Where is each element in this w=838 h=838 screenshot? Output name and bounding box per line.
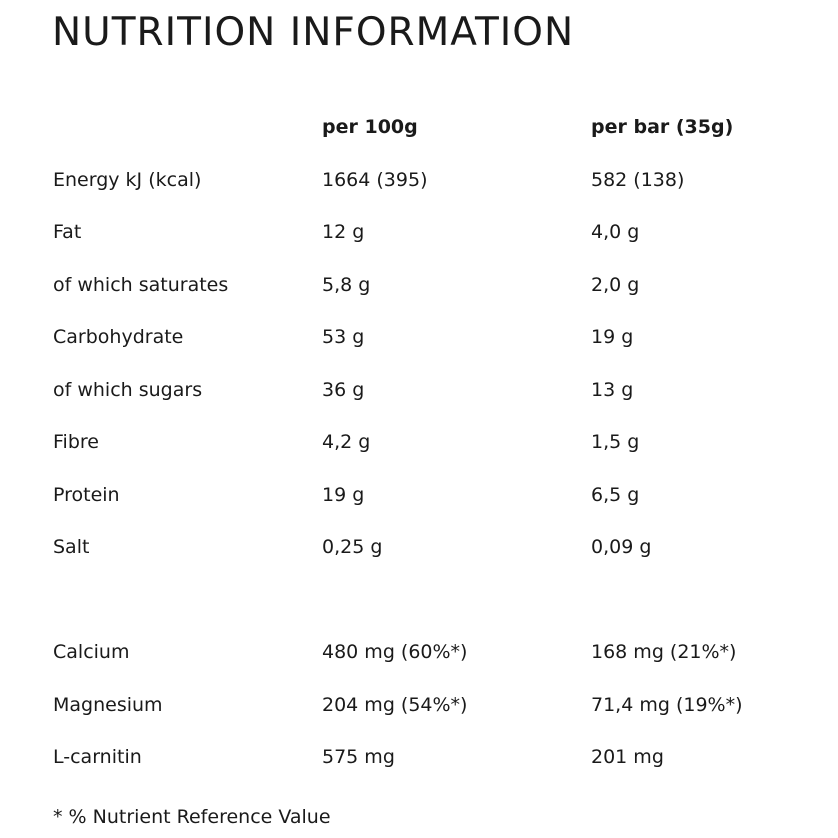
calcium-per-bar: 168 mg (21%*) (591, 641, 737, 663)
row-label-protein: Protein (53, 484, 120, 506)
protein-per-100g: 19 g (322, 484, 365, 506)
footnote: * % Nutrient Reference Value (53, 806, 331, 828)
fat-per-bar: 4,0 g (591, 221, 640, 243)
l-carnitin-per-bar: 201 mg (591, 746, 664, 768)
row-label-carbohydrate: Carbohydrate (53, 326, 184, 348)
fibre-per-100g: 4,2 g (322, 431, 371, 453)
sugars-per-bar: 13 g (591, 379, 634, 401)
magnesium-per-bar: 71,4 mg (19%*) (591, 694, 743, 716)
row-label-fibre: Fibre (53, 431, 99, 453)
energy-per-bar: 582 (138) (591, 169, 685, 191)
salt-per-100g: 0,25 g (322, 536, 383, 558)
row-label-sugars: of which sugars (53, 379, 203, 401)
protein-per-bar: 6,5 g (591, 484, 640, 506)
row-label-fat: Fat (53, 221, 82, 243)
column-header-per-bar: per bar (35g) (591, 116, 734, 138)
fat-per-100g: 12 g (322, 221, 365, 243)
carbohydrate-per-100g: 53 g (322, 326, 365, 348)
salt-per-bar: 0,09 g (591, 536, 652, 558)
row-label-saturates: of which saturates (53, 274, 229, 296)
row-label-energy: Energy kJ (kcal) (53, 169, 202, 191)
sugars-per-100g: 36 g (322, 379, 365, 401)
row-label-magnesium: Magnesium (53, 694, 163, 716)
saturates-per-100g: 5,8 g (322, 274, 371, 296)
row-label-salt: Salt (53, 536, 90, 558)
carbohydrate-per-bar: 19 g (591, 326, 634, 348)
fibre-per-bar: 1,5 g (591, 431, 640, 453)
l-carnitin-per-100g: 575 mg (322, 746, 395, 768)
saturates-per-bar: 2,0 g (591, 274, 640, 296)
row-label-calcium: Calcium (53, 641, 130, 663)
column-header-per-100g: per 100g (322, 116, 418, 138)
page-title: NUTRITION INFORMATION (52, 10, 575, 55)
calcium-per-100g: 480 mg (60%*) (322, 641, 468, 663)
energy-per-100g: 1664 (395) (322, 169, 428, 191)
row-label-l-carnitin: L-carnitin (53, 746, 142, 768)
magnesium-per-100g: 204 mg (54%*) (322, 694, 468, 716)
